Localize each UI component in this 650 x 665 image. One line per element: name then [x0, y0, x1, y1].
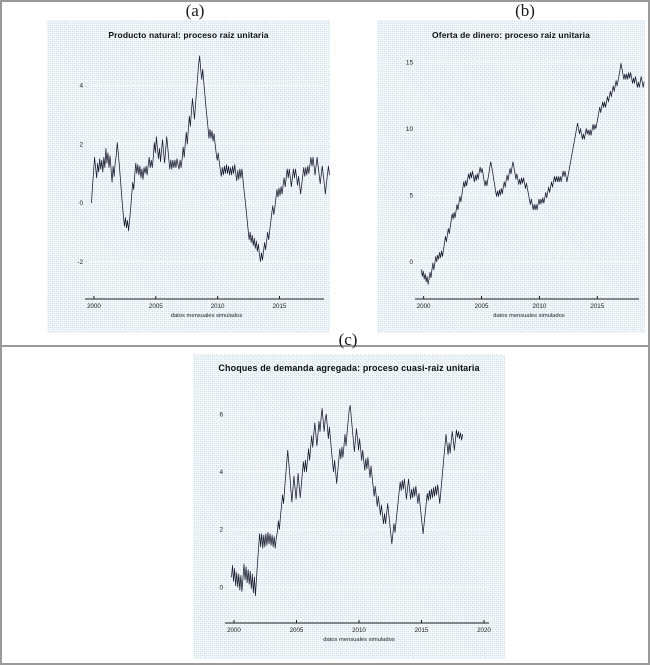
svg-text:2015: 2015 [273, 303, 287, 310]
svg-text:2005: 2005 [149, 303, 163, 310]
svg-text:0: 0 [409, 259, 413, 266]
svg-text:2015: 2015 [590, 303, 604, 310]
svg-text:2005: 2005 [475, 303, 489, 310]
svg-text:datos mensuales simulados: datos mensuales simulados [323, 637, 395, 643]
svg-text:2000: 2000 [417, 303, 431, 310]
svg-text:0: 0 [79, 200, 83, 207]
svg-text:-2: -2 [77, 259, 83, 266]
svg-text:2005: 2005 [290, 627, 304, 634]
panel-label-c: (c) [338, 330, 358, 349]
svg-text:datos mensuales simulados: datos mensuales simulados [493, 313, 565, 319]
svg-text:2000: 2000 [227, 627, 241, 634]
svg-text:2: 2 [79, 141, 83, 148]
svg-text:15: 15 [406, 59, 414, 66]
chart-title: Choques de demanda agregada: proceso cua… [218, 363, 480, 373]
svg-text:4: 4 [79, 83, 83, 90]
svg-text:2010: 2010 [533, 303, 547, 310]
svg-text:2: 2 [219, 527, 223, 534]
svg-text:2020: 2020 [477, 627, 491, 634]
page-rule-top [0, 0, 650, 2]
svg-text:5: 5 [409, 192, 413, 199]
svg-text:0: 0 [219, 584, 223, 591]
svg-text:datos mensuales simulados: datos mensuales simulados [171, 313, 243, 319]
svg-text:2015: 2015 [415, 627, 429, 634]
page-edge-left [0, 0, 2, 665]
chart-svg-c: 6 4 2 0 2000 2005 2010 2015 2020 datos mensuales … [219, 405, 491, 643]
panel-label-a: (a) [185, 1, 205, 20]
svg-text:10: 10 [406, 126, 414, 133]
page-edge-right [648, 0, 650, 665]
svg-text:2010: 2010 [352, 627, 366, 634]
page-rule-bottom [0, 663, 650, 665]
chart-svg-b: 15 10 5 0 2000 2005 2010 2015 datos mensuales si… [406, 59, 645, 319]
svg-text:6: 6 [219, 411, 223, 418]
svg-text:2010: 2010 [211, 303, 225, 310]
panel-label-b: (b) [515, 1, 535, 20]
chart-panel-choques-demanda-agregada: Choques de demanda agregada: proceso cua… [193, 354, 505, 659]
chart-title: Producto natural: proceso raiz unitaria [108, 30, 269, 40]
chart-panel-oferta-de-dinero: Oferta de dinero: proceso raiz unitaria … [377, 20, 645, 333]
svg-text:2000: 2000 [87, 303, 101, 310]
chart-panel-producto-natural: Producto natural: proceso raiz unitaria … [47, 20, 330, 333]
chart-title: Oferta de dinero: proceso raiz unitaria [432, 30, 590, 40]
svg-text:4: 4 [219, 469, 223, 476]
chart-svg-a: 4 2 0 -2 2000 2005 2010 2015 datos mensuales sim… [77, 55, 330, 319]
page-rule-middle [0, 345, 650, 347]
